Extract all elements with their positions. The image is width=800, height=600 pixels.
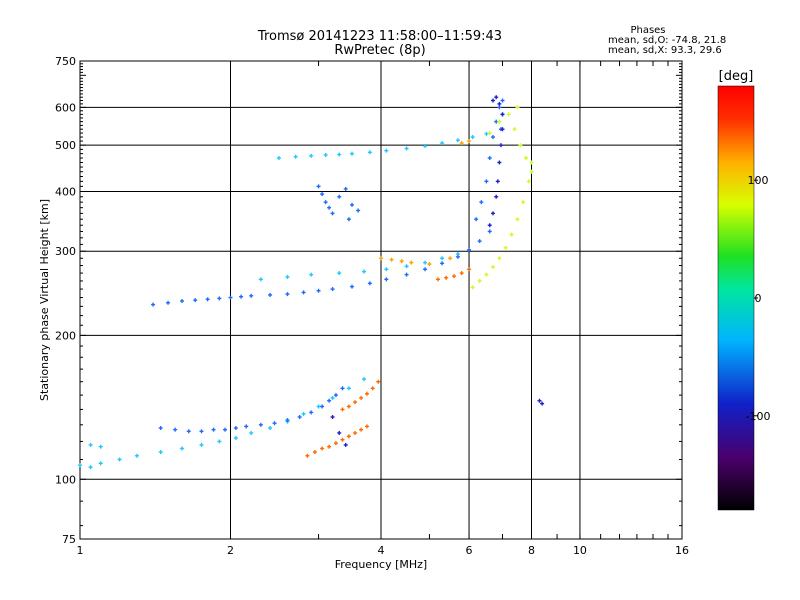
y-tick-label: 600 <box>55 101 76 114</box>
y-tick-label: 100 <box>55 473 76 486</box>
colorbar-tick-label: -100 <box>746 410 771 423</box>
y-tick-label: 500 <box>55 139 76 152</box>
phase-stats-x: mean, sd,X: 93.3, 29.6 <box>608 45 722 56</box>
x-tick-label: 10 <box>573 544 587 557</box>
x-tick-label: 6 <box>466 544 473 557</box>
colorbar-tick-label: 100 <box>748 174 769 187</box>
data-points <box>78 95 545 470</box>
chart-title: Tromsø 20141223 11:58:00–11:59:43 <box>257 29 502 44</box>
y-tick-label: 300 <box>55 245 76 258</box>
y-tick-label: 750 <box>55 55 76 68</box>
y-tick-label: 75 <box>62 533 76 546</box>
y-tick-label: 200 <box>55 329 76 342</box>
colorbar-tick-label: 0 <box>755 292 762 305</box>
x-tick-label: 1 <box>77 544 84 557</box>
x-tick-label: 2 <box>227 544 234 557</box>
phase-stats-heading: Phases <box>630 25 665 36</box>
gridlines <box>80 61 682 539</box>
axis-ticks: 1 2 4 6 8 10 16 75 100 200 300 400 500 600 750 <box>55 55 689 557</box>
colorbar-label: [deg] <box>719 69 754 84</box>
x-tick-label: 4 <box>378 544 385 557</box>
phase-stats-o: mean, sd,O: -74.8, 21.8 <box>608 35 726 46</box>
chart-subtitle: RwPretec (8p) <box>334 43 425 58</box>
x-axis-label: Frequency [MHz] <box>335 558 427 571</box>
x-tick-label: 8 <box>528 544 535 557</box>
x-tick-label: 16 <box>675 544 689 557</box>
y-tick-label: 400 <box>55 185 76 198</box>
y-axis-label: Stationary phase Virtual Height [km] <box>38 199 51 401</box>
colorbar-ticks: 100 0 -100 <box>746 174 771 423</box>
colorbar <box>717 85 755 511</box>
